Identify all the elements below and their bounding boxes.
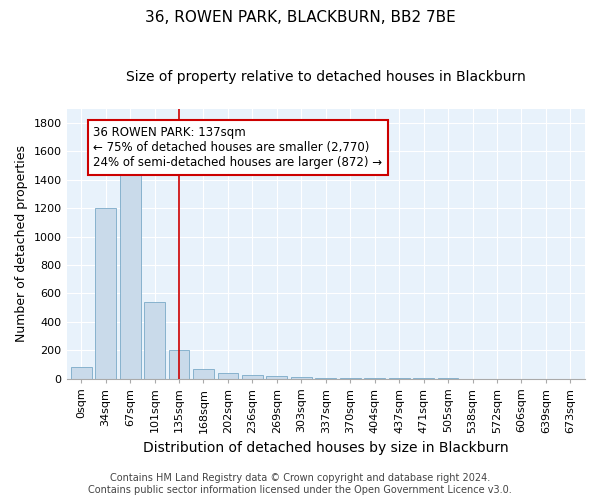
Bar [242,374,263,378]
Bar [266,376,287,378]
Bar [71,368,92,378]
Bar [120,168,140,378]
X-axis label: Distribution of detached houses by size in Blackburn: Distribution of detached houses by size … [143,441,509,455]
Y-axis label: Number of detached properties: Number of detached properties [15,145,28,342]
Bar [218,373,238,378]
Title: Size of property relative to detached houses in Blackburn: Size of property relative to detached ho… [126,70,526,84]
Bar [193,370,214,378]
Text: 36 ROWEN PARK: 137sqm
← 75% of detached houses are smaller (2,770)
24% of semi-d: 36 ROWEN PARK: 137sqm ← 75% of detached … [94,126,383,169]
Text: 36, ROWEN PARK, BLACKBURN, BB2 7BE: 36, ROWEN PARK, BLACKBURN, BB2 7BE [145,10,455,25]
Bar [144,302,165,378]
Text: Contains HM Land Registry data © Crown copyright and database right 2024.
Contai: Contains HM Land Registry data © Crown c… [88,474,512,495]
Bar [291,377,312,378]
Bar [95,208,116,378]
Bar [169,350,190,378]
